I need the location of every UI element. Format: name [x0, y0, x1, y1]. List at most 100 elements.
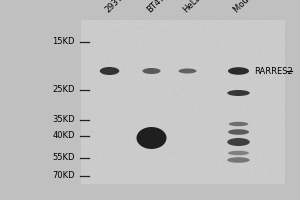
- Point: [183, 144, 188, 147]
- Point: [278, 46, 283, 50]
- Point: [153, 127, 158, 131]
- Point: [232, 88, 237, 91]
- Point: [197, 109, 202, 112]
- Point: [234, 90, 239, 93]
- Point: [189, 112, 194, 115]
- Point: [169, 28, 174, 31]
- Point: [172, 95, 177, 98]
- Point: [80, 103, 85, 106]
- Point: [104, 115, 109, 118]
- Point: [142, 164, 146, 168]
- Point: [271, 76, 276, 80]
- Point: [259, 65, 264, 68]
- Point: [110, 89, 115, 92]
- Point: [155, 117, 160, 120]
- Point: [238, 58, 243, 62]
- Point: [113, 78, 118, 81]
- Point: [130, 158, 135, 161]
- Point: [201, 51, 206, 54]
- Point: [232, 79, 237, 82]
- Point: [155, 31, 160, 34]
- Point: [142, 126, 147, 129]
- Point: [206, 177, 211, 181]
- Point: [148, 83, 153, 86]
- Point: [152, 98, 157, 101]
- Point: [81, 144, 86, 147]
- Point: [276, 25, 281, 28]
- Point: [153, 115, 158, 118]
- Point: [182, 51, 187, 54]
- Point: [264, 50, 269, 53]
- Point: [113, 134, 118, 137]
- Point: [98, 37, 103, 40]
- Point: [220, 167, 225, 171]
- Point: [129, 153, 134, 157]
- Point: [259, 58, 264, 61]
- Point: [206, 130, 211, 133]
- Point: [169, 75, 174, 78]
- Point: [182, 61, 186, 64]
- Point: [243, 22, 248, 25]
- Point: [260, 147, 264, 150]
- Point: [84, 110, 88, 113]
- Point: [187, 62, 192, 66]
- Point: [102, 37, 106, 40]
- Point: [156, 118, 161, 122]
- Point: [113, 36, 118, 39]
- Point: [167, 20, 172, 23]
- Point: [263, 124, 268, 128]
- Point: [238, 114, 243, 117]
- Point: [230, 27, 234, 30]
- Point: [268, 160, 272, 163]
- Point: [208, 29, 213, 32]
- Point: [118, 30, 123, 33]
- Point: [114, 83, 119, 86]
- Point: [224, 73, 229, 76]
- Point: [98, 135, 103, 138]
- Point: [103, 165, 108, 168]
- Point: [274, 118, 279, 121]
- Point: [178, 48, 183, 51]
- Point: [144, 19, 148, 22]
- Point: [140, 78, 145, 82]
- Point: [140, 156, 145, 159]
- Point: [122, 110, 127, 114]
- Point: [207, 109, 212, 112]
- Point: [168, 69, 173, 72]
- Point: [216, 28, 220, 31]
- Point: [154, 178, 158, 181]
- Point: [140, 66, 145, 70]
- Point: [167, 20, 172, 23]
- Point: [117, 30, 122, 33]
- Point: [236, 135, 241, 138]
- Point: [117, 51, 122, 55]
- Point: [124, 49, 128, 53]
- Point: [238, 64, 243, 68]
- Point: [195, 131, 200, 134]
- Point: [225, 26, 230, 30]
- Point: [181, 46, 186, 49]
- Point: [232, 90, 236, 93]
- Point: [169, 83, 174, 86]
- Point: [130, 114, 135, 117]
- Point: [150, 152, 155, 155]
- Point: [151, 49, 156, 52]
- Point: [100, 170, 105, 173]
- Point: [143, 166, 148, 169]
- Point: [153, 101, 158, 104]
- Point: [168, 126, 173, 129]
- Point: [266, 52, 271, 55]
- Point: [191, 179, 196, 183]
- Point: [164, 41, 169, 44]
- Point: [208, 180, 212, 183]
- Point: [232, 168, 236, 171]
- Point: [181, 169, 186, 173]
- Point: [161, 31, 166, 34]
- Point: [266, 32, 271, 36]
- Point: [220, 53, 225, 56]
- Point: [110, 65, 115, 68]
- Point: [237, 150, 242, 153]
- Point: [233, 49, 238, 53]
- Point: [246, 55, 251, 58]
- Point: [167, 111, 172, 115]
